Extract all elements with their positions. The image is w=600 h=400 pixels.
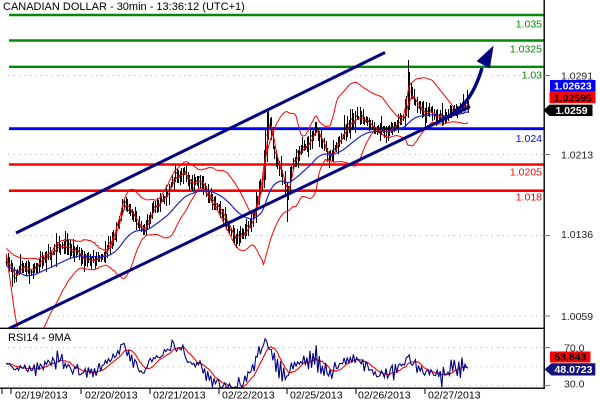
svg-text:1.03: 1.03 (522, 70, 543, 82)
svg-text:30.0: 30.0 (564, 379, 585, 391)
svg-text:1.0325: 1.0325 (510, 44, 542, 56)
svg-text:1.0059: 1.0059 (561, 311, 593, 323)
svg-text:02/25/2013: 02/25/2013 (290, 390, 343, 400)
svg-text:02/27/2013: 02/27/2013 (428, 390, 481, 400)
svg-text:CANADIAN DOLLAR - 30min - 13:3: CANADIAN DOLLAR - 30min - 13:36:12 (UTC+… (3, 1, 245, 13)
svg-text:1.0291: 1.0291 (561, 71, 593, 83)
svg-text:1.02595: 1.02595 (554, 92, 592, 104)
svg-text:02/21/2013: 02/21/2013 (153, 390, 206, 400)
svg-text:1.035: 1.035 (516, 19, 542, 31)
svg-text:1.0213: 1.0213 (561, 150, 593, 162)
svg-text:53.843: 53.843 (554, 352, 586, 364)
svg-text:1.024: 1.024 (516, 133, 542, 145)
svg-text:48.0723: 48.0723 (555, 364, 593, 376)
svg-text:02/20/2013: 02/20/2013 (85, 390, 138, 400)
svg-text:1.02623: 1.02623 (554, 81, 592, 93)
svg-text:1.0136: 1.0136 (561, 229, 593, 241)
svg-text:02/19/2013: 02/19/2013 (15, 390, 68, 400)
svg-text:RSI14 - 9MA: RSI14 - 9MA (8, 332, 72, 344)
svg-text:1.018: 1.018 (516, 192, 542, 204)
svg-text:02/26/2013: 02/26/2013 (358, 390, 411, 400)
svg-text:1.0259: 1.0259 (555, 105, 587, 117)
svg-text:02/22/2013: 02/22/2013 (222, 390, 275, 400)
svg-text:1.0205: 1.0205 (510, 167, 542, 179)
